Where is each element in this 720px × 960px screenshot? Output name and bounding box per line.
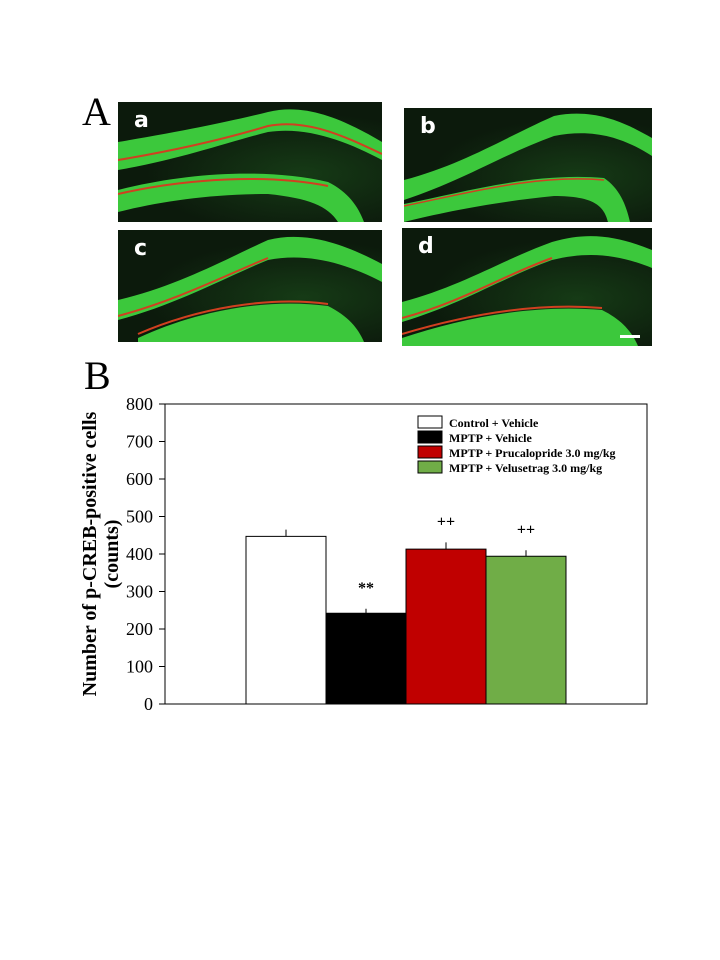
micrograph-c-label: c <box>134 236 148 261</box>
legend-label: MPTP + Prucalopride 3.0 mg/kg <box>449 446 616 460</box>
micrograph-d-label: d <box>418 234 434 259</box>
panel-b-letter: B <box>84 353 111 398</box>
legend-label: MPTP + Velusetrag 3.0 mg/kg <box>449 461 602 475</box>
y-tick-label: 600 <box>126 469 153 489</box>
y-axis-label: Number of p-CREB-positive cells (counts) <box>79 411 123 696</box>
bar <box>405 548 487 705</box>
micrograph-d-tissue <box>402 236 652 346</box>
micrograph-a-label: a <box>134 108 149 133</box>
y-tick-label: 700 <box>126 432 153 452</box>
y-ticks: 0 100 200 300 400 500 600 700 800 <box>126 394 165 714</box>
legend-swatch <box>417 445 443 459</box>
micrograph-d: d <box>402 228 652 346</box>
significance-marker: ** <box>358 580 374 597</box>
micrograph-c: c <box>118 230 382 342</box>
significance-marker: ++ <box>437 513 455 530</box>
panel-a-letter: A <box>82 89 111 134</box>
scale-bar <box>620 335 640 338</box>
micrograph-a: a <box>118 102 382 222</box>
y-tick-label: 0 <box>144 694 153 714</box>
legend-swatch <box>417 415 443 429</box>
y-tick-label: 200 <box>126 619 153 639</box>
y-tick-label: 300 <box>126 582 153 602</box>
micrograph-c-tissue <box>118 236 382 342</box>
micrograph-b-tissue <box>404 113 652 222</box>
y-tick-label: 500 <box>126 507 153 527</box>
y-tick-label: 800 <box>126 394 153 414</box>
bars: ** ++ ++ <box>245 513 567 705</box>
y-tick-label: 400 <box>126 544 153 564</box>
y-axis-label-line1: Number of p-CREB-positive cells <box>79 411 101 696</box>
legend-swatch <box>417 460 443 474</box>
bar <box>325 612 407 705</box>
legend-label: MPTP + Vehicle <box>449 431 533 445</box>
bar <box>245 535 327 705</box>
micrograph-b: b <box>404 108 652 222</box>
bar <box>485 555 567 705</box>
significance-marker: ++ <box>517 521 535 538</box>
legend-swatch <box>417 430 443 444</box>
bar-chart: Number of p-CREB-positive cells (counts)… <box>79 394 648 714</box>
y-axis-label-line2: (counts) <box>101 520 123 589</box>
micrograph-b-label: b <box>420 114 436 139</box>
y-tick-label: 100 <box>126 657 153 677</box>
micrograph-a-tissue <box>118 109 382 222</box>
legend-label: Control + Vehicle <box>449 416 539 430</box>
